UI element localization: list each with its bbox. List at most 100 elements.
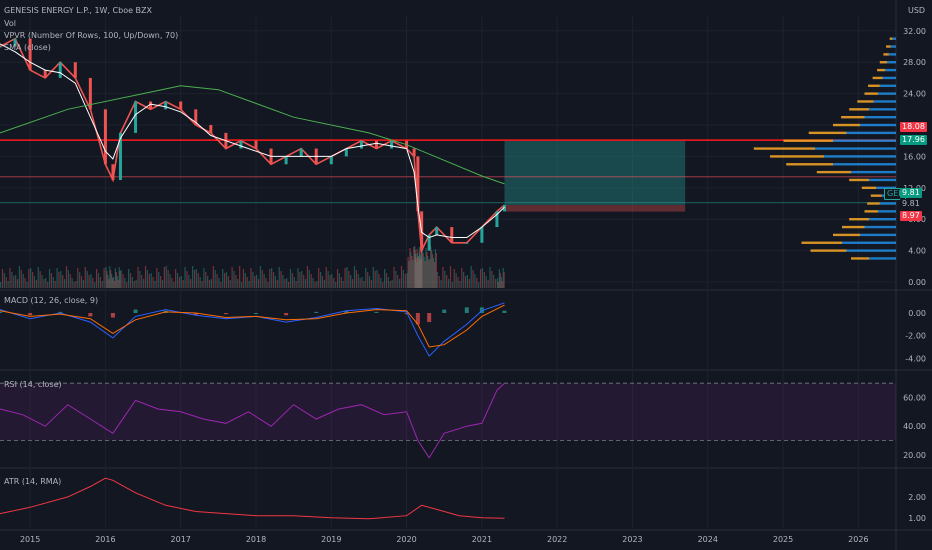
volume-bar <box>408 261 410 288</box>
vpvr-bar-down <box>786 163 833 166</box>
volume-bar <box>216 274 218 288</box>
volume-bar <box>459 281 461 288</box>
vpvr-bar-up <box>876 186 896 190</box>
volume-bar <box>320 272 322 288</box>
volume-bar <box>428 260 430 288</box>
volume-bar <box>436 272 438 288</box>
volume-bar <box>257 279 260 288</box>
vpvr-bar-up <box>864 225 896 229</box>
volume-bar <box>461 268 463 288</box>
volume-bar <box>318 268 320 288</box>
volume-bar <box>310 274 312 288</box>
volume-bar <box>114 268 117 288</box>
price-candle <box>194 109 198 126</box>
macd-histogram-bar <box>254 313 258 314</box>
volume-bar <box>289 269 292 288</box>
volume-bar <box>446 275 448 288</box>
vpvr-bar-up <box>869 178 896 182</box>
x-tick-label: 2016 <box>95 535 115 544</box>
price-candle <box>134 101 138 133</box>
volume-bar <box>190 279 192 288</box>
macd-histogram-bar <box>374 311 379 313</box>
volume-bar <box>240 282 243 288</box>
volume-bar <box>256 275 258 288</box>
macd-histogram-bar <box>344 310 349 313</box>
volume-bar <box>128 269 130 288</box>
price-candle <box>284 156 288 165</box>
volume-bar <box>41 275 43 288</box>
vpvr-bar-down <box>849 108 869 111</box>
volume-bar <box>493 275 495 288</box>
volume-bar <box>359 278 361 288</box>
volume-bar <box>363 281 365 288</box>
vpvr-bar-down <box>883 53 889 56</box>
volume-bar <box>418 260 420 288</box>
vpvr-bar-up <box>842 241 896 244</box>
price-candle <box>239 140 243 149</box>
volume-bar <box>416 253 419 288</box>
vpvr-bar-up <box>846 131 896 135</box>
volume-bar <box>235 275 237 288</box>
volume-bar <box>463 272 465 288</box>
volume-bar <box>224 273 226 288</box>
price-candle <box>502 205 506 212</box>
volume-bar <box>50 273 53 288</box>
price-candle <box>179 101 183 110</box>
volume-bar <box>15 275 17 288</box>
volume-bar <box>418 247 421 288</box>
volume-bar <box>407 257 409 288</box>
volume-bar <box>180 276 182 288</box>
volume-bar <box>178 277 181 288</box>
volume-bar <box>380 278 382 288</box>
volume-bar <box>336 269 339 288</box>
volume-bar <box>365 268 367 288</box>
target-zone <box>504 141 686 206</box>
vpvr-bar-down <box>783 139 833 142</box>
volume-bar <box>497 282 500 288</box>
volume-bar <box>409 248 411 288</box>
volume-bar <box>11 272 13 288</box>
volume-bar <box>248 281 250 288</box>
macd-histogram-bar <box>442 309 447 313</box>
volume-bar <box>432 258 435 288</box>
vpvr-bar-up <box>885 68 896 72</box>
macd-histogram-bar <box>0 311 2 313</box>
volume-bar <box>143 279 145 288</box>
volume-bar <box>9 268 11 288</box>
volume-bar <box>419 251 421 288</box>
volume-bar <box>304 279 307 288</box>
price-candle <box>435 227 439 235</box>
volume-bar <box>265 278 267 288</box>
macd-tick-label: -4.00 <box>905 354 926 363</box>
volume-bar <box>468 279 470 288</box>
volume-bar <box>472 270 474 288</box>
vpvr-bar-down <box>857 100 874 103</box>
volume-bar <box>65 266 68 288</box>
volume-bar <box>429 259 431 288</box>
x-tick-label: 2023 <box>622 535 642 544</box>
volume-bar <box>139 271 141 288</box>
volume-bar <box>338 273 341 288</box>
volume-bar <box>156 268 158 288</box>
price-candle <box>374 140 378 149</box>
macd-histogram-bar <box>28 313 33 316</box>
volume-bar <box>7 281 9 288</box>
volume-bar <box>137 267 139 288</box>
volume-bar <box>414 246 416 288</box>
volume-bar <box>69 274 71 288</box>
volume-bar <box>293 277 295 288</box>
volume-bar <box>152 277 154 288</box>
volume-bar <box>43 279 45 288</box>
volume-bar <box>422 253 424 288</box>
volume-bar <box>295 281 297 288</box>
x-tick-label: 2021 <box>472 535 492 544</box>
price-candle <box>344 148 348 157</box>
price-tick-label: 0.00 <box>908 278 926 287</box>
symbol-title: GENESIS ENERGY L.P., 1W, Cboe BZX <box>4 6 152 15</box>
volume-bar <box>316 281 318 288</box>
volume-bar <box>416 249 418 288</box>
volume-bar <box>103 268 105 288</box>
volume-bar <box>481 268 484 288</box>
